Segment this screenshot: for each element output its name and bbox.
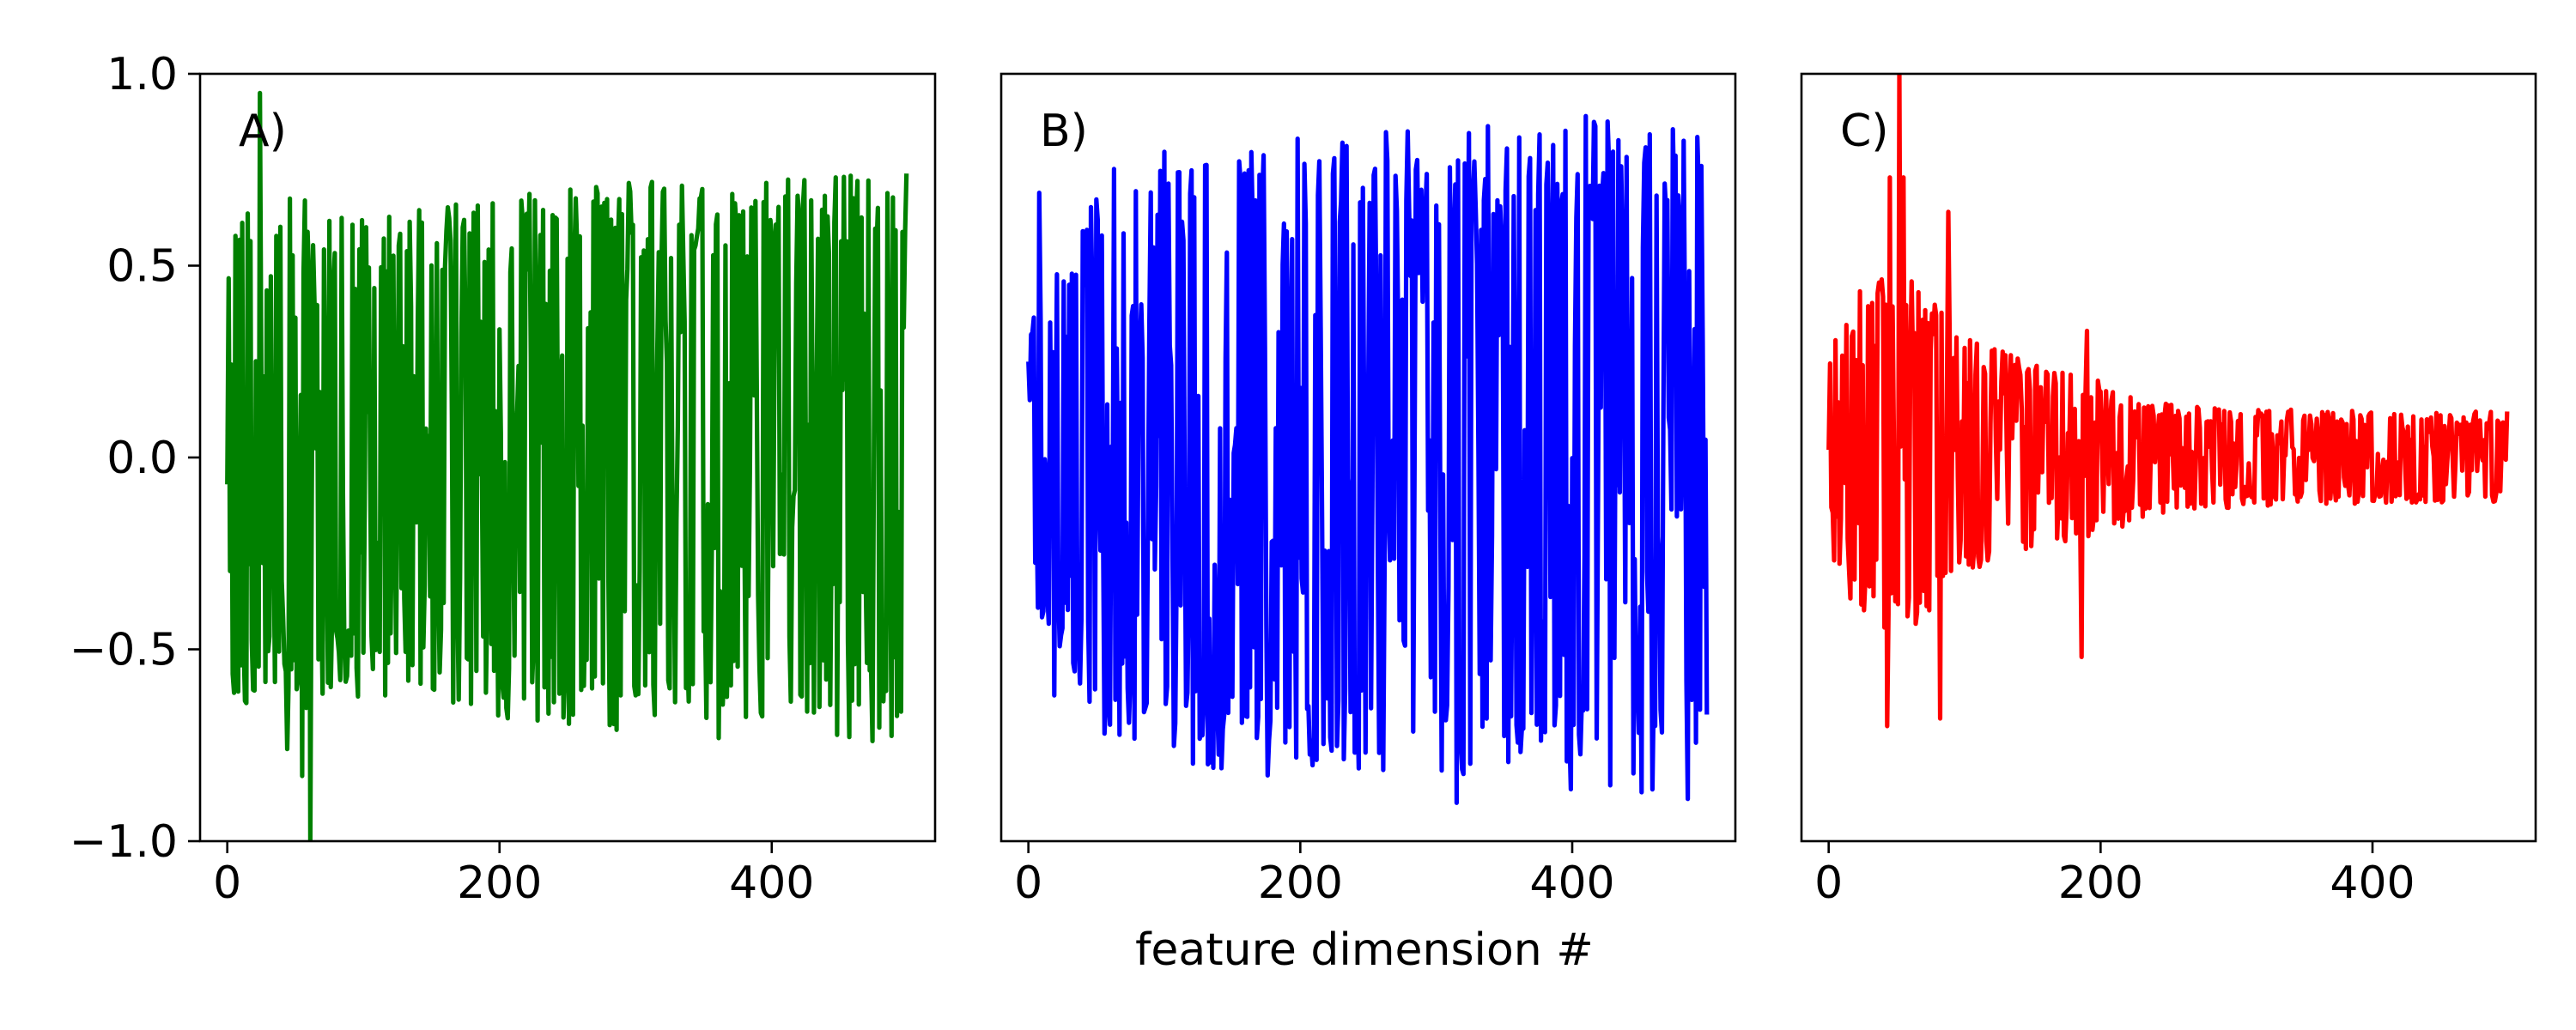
x-tick-label: 400 xyxy=(1529,857,1614,909)
plot-frame xyxy=(1800,72,2537,843)
y-tick-label: −1.0 xyxy=(70,816,178,868)
y-tick-label: −0.5 xyxy=(70,625,178,676)
y-tick-label: 0.0 xyxy=(106,433,178,484)
x-tick-label: 400 xyxy=(729,857,814,909)
panel-label: A) xyxy=(239,106,287,157)
panel-c: 0 200 400 C) xyxy=(1800,72,2537,909)
panel-label: C) xyxy=(1840,106,1889,157)
series-line-a xyxy=(225,90,909,841)
x-tick-label: 400 xyxy=(2330,857,2415,909)
panel-a: 0 200 400 1.0 0.5 0.0 −0.5 −1.0 A) xyxy=(70,49,937,909)
x-tick-label: 200 xyxy=(2058,857,2143,909)
x-tick-label: 0 xyxy=(1814,857,1843,909)
panel-label: B) xyxy=(1040,106,1088,157)
panels: 0 200 400 1.0 0.5 0.0 −0.5 −1.0 A) 0 200 400 B) 0 200 4… xyxy=(70,49,2537,909)
plot-frame xyxy=(999,72,1737,843)
y-tick-label: 1.0 xyxy=(106,49,178,100)
x-tick-label: 200 xyxy=(457,857,542,909)
y-tick-label: 0.5 xyxy=(106,241,178,293)
panel-b: 0 200 400 B) xyxy=(999,72,1737,909)
series-line-c xyxy=(1826,74,2510,729)
series-line-b xyxy=(1026,113,1710,805)
x-tick-label: 200 xyxy=(1258,857,1343,909)
x-tick-label: 0 xyxy=(1014,857,1042,909)
x-axis-label: feature dimension # xyxy=(1135,924,1594,976)
x-tick-label: 0 xyxy=(213,857,241,909)
